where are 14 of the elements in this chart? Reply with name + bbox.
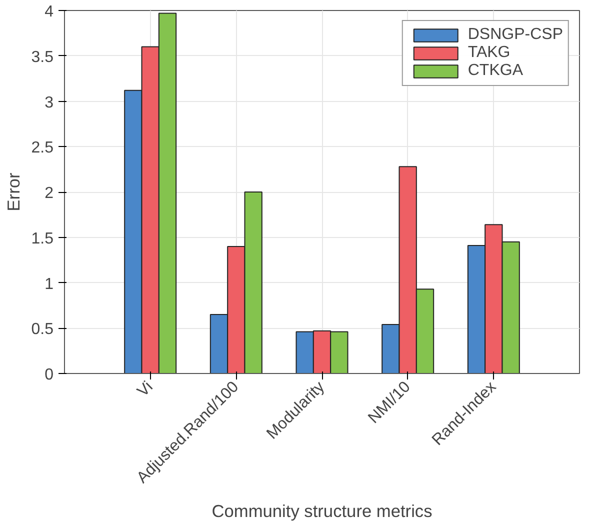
y-axis-title: Error xyxy=(3,172,24,212)
y-tick-label: 2 xyxy=(44,185,54,202)
legend-label: DSNGP-CSP xyxy=(468,26,563,44)
y-tick-label: 3.5 xyxy=(31,48,54,66)
legend-label: TAKG xyxy=(468,44,510,62)
x-axis-title: Community structure metrics xyxy=(212,500,433,521)
y-tick-label: 0 xyxy=(44,366,54,384)
y-tick-label: 1 xyxy=(44,276,54,293)
y-tick-label: 2.5 xyxy=(31,140,54,157)
y-tick-label: 4 xyxy=(44,4,54,20)
y-tick-label: 0.5 xyxy=(31,321,54,338)
y-tick-label: 1.5 xyxy=(31,230,54,248)
y-tick-label: 3 xyxy=(44,94,54,112)
legend-label: CTKGA xyxy=(468,62,523,80)
